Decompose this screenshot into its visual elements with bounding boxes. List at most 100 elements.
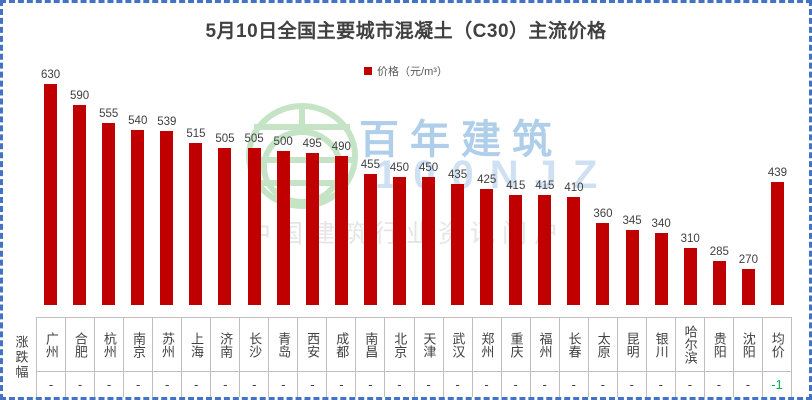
bar-value-label: 345 — [622, 215, 642, 227]
price-bar — [102, 123, 116, 305]
bar-column: 360 — [588, 58, 617, 305]
city-name-cell: 上海 — [182, 318, 212, 372]
price-change-cell: - — [327, 372, 357, 397]
bar-value-label: 505 — [215, 133, 235, 145]
price-change-cell: - — [356, 372, 386, 397]
bar-column: 450 — [385, 58, 414, 305]
bar-column: 555 — [94, 58, 123, 305]
price-change-cell: - — [647, 372, 676, 397]
price-change-cell: - — [269, 372, 299, 397]
city-name-cell: 哈尔滨 — [675, 318, 705, 372]
price-bar — [305, 153, 319, 305]
bar-column: 345 — [618, 58, 647, 305]
bar-column: 310 — [676, 58, 705, 305]
price-bar — [625, 230, 639, 305]
bar-column: 495 — [298, 58, 327, 305]
city-name-cell: 长春 — [559, 318, 589, 372]
price-bar — [567, 197, 581, 305]
bar-value-label: 270 — [738, 254, 758, 266]
price-bar — [73, 105, 87, 305]
city-name-cell: 济南 — [211, 318, 241, 372]
city-price-change-table: 广州 合肥 杭州 南京 苏州 上海 济南 长沙 青岛 西安 成都 南昌 北京 天津 武汉 郑州 重庆 福州 长春 太原… — [36, 317, 792, 397]
price-change-cell: - — [240, 372, 270, 397]
bar-value-label: 455 — [360, 159, 380, 171]
bar-column: 490 — [327, 58, 356, 305]
price-bar — [596, 223, 610, 305]
bar-value-label: 425 — [477, 174, 497, 186]
price-bar — [392, 177, 406, 305]
bar-value-label: 310 — [680, 233, 700, 245]
city-name-cell: 天津 — [414, 318, 444, 372]
city-name-cell: 西安 — [298, 318, 328, 372]
bar-column: 410 — [559, 58, 588, 305]
price-bar — [712, 261, 726, 305]
price-change-cell: - — [502, 372, 531, 397]
price-bar — [363, 174, 377, 305]
price-change-cell: - — [298, 372, 328, 397]
city-name-cell: 青岛 — [269, 318, 299, 372]
bar-column: 415 — [501, 58, 530, 305]
bar-value-label: 439 — [767, 167, 788, 179]
price-change-cell: - — [734, 372, 763, 397]
city-name-cell: 贵阳 — [704, 318, 734, 372]
price-bar — [741, 269, 755, 305]
city-name-cell: 太原 — [588, 318, 618, 372]
price-bar — [218, 148, 232, 305]
bar-value-label: 435 — [448, 169, 468, 181]
bar-value-label: 540 — [128, 115, 148, 127]
bar-value-label: 539 — [157, 116, 177, 128]
price-change-cell: - — [618, 372, 647, 397]
plot-area: 630 590 555 540 539 515 505 505 500 495 490 455 450 4… — [36, 58, 792, 305]
bar-column: 450 — [414, 58, 443, 305]
bar-column: 630 — [36, 58, 65, 305]
bar-column: 435 — [443, 58, 472, 305]
price-bar — [160, 131, 174, 305]
bar-value-label: 450 — [418, 162, 439, 174]
bar-column: 505 — [210, 58, 239, 305]
price-change-cell: -1 — [763, 372, 792, 397]
price-bar — [276, 151, 290, 305]
price-change-cell: - — [473, 372, 502, 397]
city-name-cell: 合肥 — [66, 318, 96, 372]
city-name-cell: 广州 — [37, 318, 67, 372]
bar-column: 439 — [763, 58, 792, 305]
price-bar — [480, 189, 494, 305]
price-change-cell: - — [37, 372, 67, 397]
price-bar — [683, 248, 697, 305]
bar-column: 285 — [705, 58, 734, 305]
price-bar — [334, 156, 348, 305]
price-change-row: - - - - - - - - - - - - - - - - - - - - - - - - - -1 — [37, 372, 792, 397]
price-bar — [509, 195, 523, 305]
price-bar — [538, 195, 552, 305]
city-name-cell: 北京 — [385, 318, 415, 372]
bar-column: 425 — [472, 58, 501, 305]
city-name-cell: 均价 — [762, 318, 792, 372]
bar-value-label: 285 — [709, 246, 729, 258]
bar-column: 590 — [65, 58, 94, 305]
bar-value-label: 450 — [389, 162, 410, 174]
city-name-cell: 武汉 — [443, 318, 473, 372]
legend-marker-icon — [364, 67, 373, 75]
city-name-cell: 银川 — [646, 318, 676, 372]
bar-value-label: 630 — [40, 69, 61, 81]
bar-value-label: 515 — [186, 128, 206, 140]
city-name-cell: 南京 — [124, 318, 154, 372]
price-change-cell: - — [385, 372, 415, 397]
city-name-cell: 福州 — [530, 318, 560, 372]
price-change-cell: - — [589, 372, 618, 397]
price-change-cell: - — [153, 372, 183, 397]
bar-column: 515 — [181, 58, 210, 305]
price-change-cell: - — [676, 372, 705, 397]
bar-value-label: 360 — [593, 208, 613, 220]
bar-value-label: 415 — [535, 180, 555, 192]
city-name-cell: 南昌 — [356, 318, 386, 372]
price-bar — [451, 184, 465, 305]
price-bar — [654, 233, 668, 305]
city-name-cell: 成都 — [327, 318, 357, 372]
price-bar — [44, 84, 58, 305]
city-name-cell: 沈阳 — [733, 318, 763, 372]
price-change-cell: - — [560, 372, 589, 397]
price-change-cell: - — [124, 372, 154, 397]
bar-value-label: 410 — [564, 182, 584, 194]
price-change-cell: - — [211, 372, 241, 397]
